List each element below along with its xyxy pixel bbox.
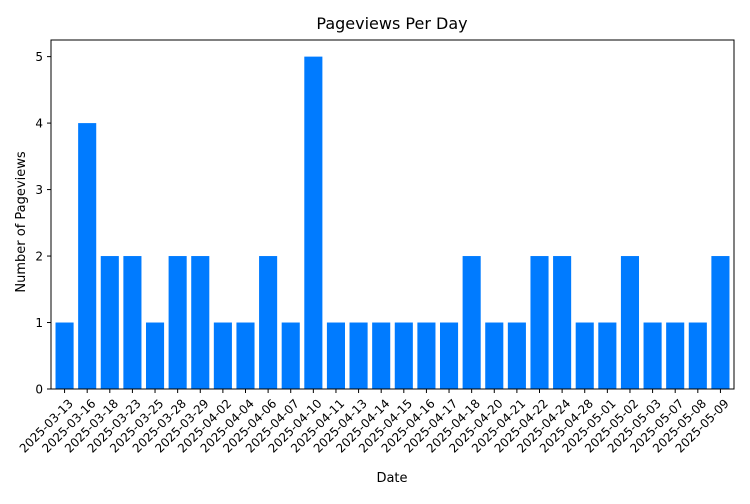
bar-2025-03-25 bbox=[145, 322, 165, 389]
x-axis-label: Date bbox=[376, 471, 407, 486]
bar-2025-05-01 bbox=[598, 322, 617, 389]
y-tick-label: 1 bbox=[35, 316, 43, 330]
bar-2025-04-02 bbox=[213, 322, 232, 389]
bar-2025-03-29 bbox=[191, 256, 210, 389]
y-tick-label: 5 bbox=[35, 50, 43, 64]
bar-2025-03-18 bbox=[100, 256, 119, 389]
bar-2025-03-16 bbox=[78, 123, 97, 389]
y-axis-ticks: 0 1 2 3 4 5 bbox=[35, 50, 51, 397]
bar-2025-05-03 bbox=[643, 322, 662, 389]
y-tick-label: 4 bbox=[35, 117, 43, 131]
bar-2025-04-06 bbox=[259, 256, 278, 389]
bar-2025-04-17 bbox=[439, 322, 459, 389]
bar-2025-04-10 bbox=[304, 56, 323, 390]
bars-group bbox=[55, 56, 730, 390]
bar-2025-05-08 bbox=[688, 322, 707, 389]
bar-2025-04-04 bbox=[236, 322, 255, 389]
bar-2025-04-15 bbox=[394, 322, 413, 389]
x-axis-ticks: 2025-03-132025-03-162025-03-182025-03-23… bbox=[17, 389, 732, 456]
bar-2025-04-21 bbox=[507, 322, 526, 389]
y-axis-label: Number of Pageviews bbox=[14, 151, 29, 292]
plot-area-frame bbox=[50, 39, 735, 390]
bar-2025-04-16 bbox=[417, 322, 436, 389]
bar-2025-05-02 bbox=[620, 256, 640, 389]
bar-2025-04-11 bbox=[326, 322, 345, 389]
bar-2025-05-07 bbox=[666, 322, 685, 389]
bar-2025-05-09 bbox=[711, 256, 730, 389]
chart-title: Pageviews Per Day bbox=[316, 14, 467, 33]
bar-2025-04-28 bbox=[575, 322, 594, 389]
bar-2025-03-13 bbox=[55, 322, 74, 389]
y-tick-label: 3 bbox=[35, 183, 43, 197]
bar-2025-04-18 bbox=[462, 256, 481, 389]
y-tick-label: 0 bbox=[35, 383, 43, 397]
bar-2025-04-20 bbox=[485, 322, 504, 389]
bar-2025-04-22 bbox=[530, 256, 549, 389]
bar-2025-04-07 bbox=[281, 322, 300, 389]
y-tick-label: 2 bbox=[35, 250, 43, 264]
bar-2025-04-13 bbox=[349, 322, 368, 389]
bar-2025-03-28 bbox=[168, 256, 187, 389]
bar-2025-03-23 bbox=[123, 256, 142, 389]
bar-2025-04-14 bbox=[372, 322, 391, 389]
bar-2025-04-24 bbox=[553, 256, 572, 389]
